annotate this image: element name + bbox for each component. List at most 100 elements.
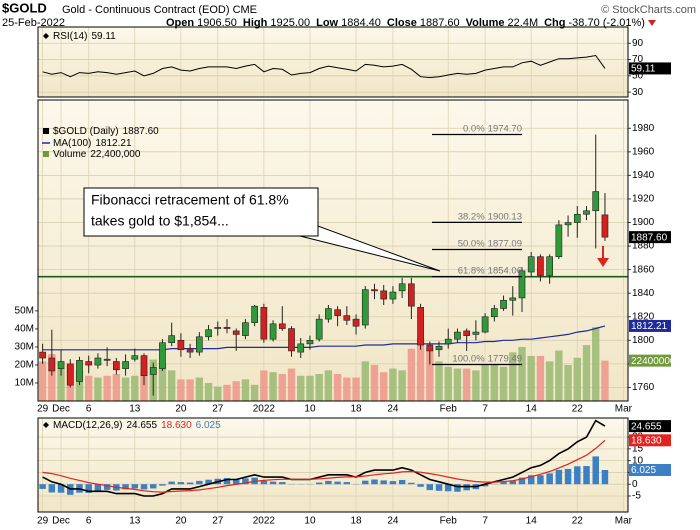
volume-bar <box>48 354 56 401</box>
legend-text: Volume <box>53 149 87 160</box>
candle-body <box>555 224 563 257</box>
volume-bar <box>158 363 167 401</box>
y-tick-label: 1840 <box>632 288 655 299</box>
macd-histogram-bar <box>389 481 397 485</box>
volume-bar <box>370 364 379 401</box>
volume-bar <box>214 386 222 401</box>
macd-histogram-bar <box>518 477 526 485</box>
quote-label: Volume <box>466 17 505 29</box>
legend-text: 24.655 <box>126 420 157 431</box>
volume-bar <box>509 352 517 401</box>
x-tick-label: 13 <box>129 516 141 527</box>
y-tick-label: 70 <box>632 54 644 65</box>
quote-value: 1887.60 <box>420 17 460 29</box>
macd-histogram-bar <box>371 479 378 485</box>
quote-label: Open <box>166 17 194 29</box>
last-macd-box <box>629 434 671 447</box>
candle-body <box>490 308 498 318</box>
candle-body <box>94 357 102 366</box>
fib-label: 38.2% 1900.13 <box>458 211 522 222</box>
x-tick-label: 24 <box>387 404 399 415</box>
volume-bar <box>232 381 240 401</box>
fib-value: 1900.13 <box>488 211 522 222</box>
x-tick-label: Mar <box>615 516 633 527</box>
legend-text: 1887.60 <box>123 126 160 137</box>
macd-histogram-bar <box>94 484 102 492</box>
macd-histogram-bar <box>232 479 240 485</box>
candle-body <box>601 214 609 238</box>
fib-value: 1854.06 <box>488 265 522 276</box>
legend-text: 22,400,000 <box>90 149 140 160</box>
y-tick-label: 1820 <box>632 311 655 322</box>
x-tick-label: 29 <box>37 404 49 415</box>
x-tick-label: Dec <box>52 516 70 527</box>
candle-body <box>186 349 194 353</box>
candle-body <box>57 361 65 369</box>
candle-body <box>325 308 332 320</box>
x-tick-label: 22 <box>572 404 584 415</box>
macd-histogram-bar <box>398 479 406 485</box>
last-price-box <box>629 231 671 244</box>
macd-histogram-bar <box>39 484 46 489</box>
candle-body <box>398 283 406 292</box>
y2-tick-label: 20M <box>15 360 34 371</box>
last-macd-box <box>629 464 671 477</box>
quote: Open 1906.50 High 1925.00 Low 1884.40 Close 188… <box>166 17 645 29</box>
y-tick-label: 90 <box>632 38 644 49</box>
x-tick-label: 20 <box>175 516 187 527</box>
candle-body <box>288 328 295 352</box>
y-tick-label: 1900 <box>632 217 655 228</box>
legend-entry: Volume 22,400,000 <box>53 149 141 160</box>
volume-bar <box>57 368 65 401</box>
x-tick-label: 10 <box>304 516 316 527</box>
x-tick-label: 29 <box>37 516 49 527</box>
symbol: $GOLD <box>2 0 47 15</box>
candle-body <box>334 309 341 316</box>
candle-body <box>343 315 351 321</box>
macd-histogram-bar <box>564 468 572 485</box>
macd-histogram-bar <box>592 456 599 485</box>
candle-body <box>583 210 590 215</box>
legend-icon <box>43 128 49 134</box>
candle-body <box>472 331 480 335</box>
panel-background <box>38 27 628 97</box>
legend-entry: RSI(14) 59.11 <box>53 31 116 42</box>
y2-tick-label: 50M <box>15 306 34 317</box>
candle-body <box>131 355 139 360</box>
x-tick-label: 27 <box>212 516 224 527</box>
macd-histogram-bar <box>122 484 129 490</box>
macd-histogram-bar <box>242 478 249 485</box>
candle-body <box>85 361 93 366</box>
quote-label: High <box>243 17 268 29</box>
x-tick-label: 2022 <box>253 404 276 415</box>
x-tick-label: 14 <box>526 516 538 527</box>
candle-body <box>122 361 129 369</box>
volume-bar <box>453 368 462 401</box>
candle-body <box>371 289 378 292</box>
x-tick-label: 24 <box>387 516 399 527</box>
volume-bar <box>352 377 360 401</box>
candle-body <box>251 305 258 323</box>
quote-label: Low <box>316 17 338 29</box>
macd-histogram-bar <box>279 482 286 485</box>
panel-border <box>37 26 629 98</box>
volume-bar <box>195 377 204 401</box>
volume-bar <box>518 346 526 401</box>
volume-bar <box>260 370 268 401</box>
macd-histogram-bar <box>150 484 157 489</box>
volume-bar <box>555 350 563 401</box>
last-macd-box <box>629 420 671 433</box>
y-tick-label: 50 <box>632 70 644 81</box>
macd-histogram-bar <box>426 484 434 491</box>
fib-percent: 0.0% <box>463 123 485 134</box>
candle-body <box>352 318 360 327</box>
macd-histogram-bar <box>205 479 212 485</box>
legend-entry: $GOLD (Daily) 1887.60 <box>53 126 159 137</box>
macd-histogram-bar <box>583 466 590 485</box>
x-tick-label: 2022 <box>253 516 276 527</box>
x-tick-label: Feb <box>440 404 458 415</box>
x-tick-label: Feb <box>440 516 458 527</box>
candle-body <box>168 335 176 343</box>
